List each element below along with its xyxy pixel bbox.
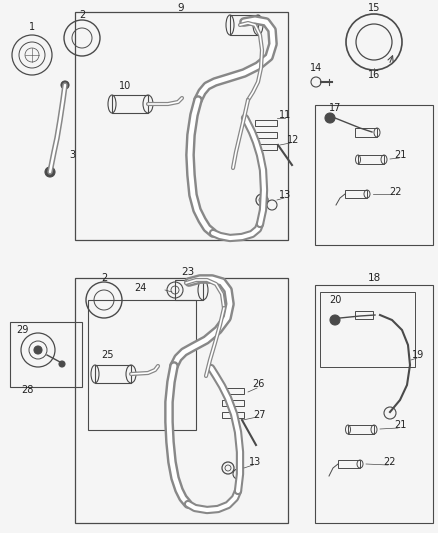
Bar <box>175 280 203 300</box>
Text: 23: 23 <box>181 267 194 277</box>
Bar <box>230 15 258 35</box>
Circle shape <box>330 315 340 325</box>
Bar <box>222 412 244 418</box>
Text: 21: 21 <box>394 420 406 430</box>
Text: 2: 2 <box>79 10 85 20</box>
Bar <box>315 285 433 523</box>
Text: 18: 18 <box>367 273 381 283</box>
Text: 20: 20 <box>329 295 341 305</box>
Circle shape <box>325 113 335 123</box>
Text: 1: 1 <box>29 22 35 32</box>
Bar <box>222 388 244 394</box>
Text: 17: 17 <box>329 103 341 113</box>
Circle shape <box>59 361 65 367</box>
Text: 24: 24 <box>134 283 146 293</box>
Bar <box>355 311 373 319</box>
Bar <box>348 425 374 434</box>
Text: 13: 13 <box>279 190 291 200</box>
Bar <box>255 132 277 138</box>
Text: 3: 3 <box>69 150 75 160</box>
Text: 21: 21 <box>394 150 406 160</box>
Text: 25: 25 <box>102 350 114 360</box>
Bar <box>315 105 433 245</box>
Bar <box>75 278 288 523</box>
Bar <box>88 300 196 430</box>
Bar <box>95 365 131 383</box>
Bar <box>112 95 148 113</box>
Bar <box>338 460 360 468</box>
Text: 29: 29 <box>16 325 28 335</box>
Text: 22: 22 <box>389 187 401 197</box>
Bar <box>255 120 277 126</box>
Bar <box>345 190 367 198</box>
Text: 22: 22 <box>384 457 396 467</box>
Bar <box>355 128 377 137</box>
Text: 11: 11 <box>279 110 291 120</box>
Bar <box>255 144 277 150</box>
Text: 26: 26 <box>252 379 264 389</box>
Circle shape <box>34 346 42 354</box>
Text: 16: 16 <box>368 70 380 80</box>
Bar <box>320 292 415 367</box>
Text: 2: 2 <box>101 273 107 283</box>
Bar <box>222 400 244 406</box>
Bar <box>358 155 384 164</box>
Bar <box>10 322 82 387</box>
Text: 12: 12 <box>287 135 299 145</box>
Circle shape <box>61 81 69 89</box>
Text: 27: 27 <box>254 410 266 420</box>
Text: 13: 13 <box>249 457 261 467</box>
Text: 19: 19 <box>412 350 424 360</box>
Text: 9: 9 <box>178 3 184 13</box>
Text: 28: 28 <box>21 385 33 395</box>
Bar <box>75 12 288 240</box>
Text: 14: 14 <box>310 63 322 73</box>
Text: 10: 10 <box>119 81 131 91</box>
Circle shape <box>45 167 55 177</box>
Text: 15: 15 <box>368 3 380 13</box>
